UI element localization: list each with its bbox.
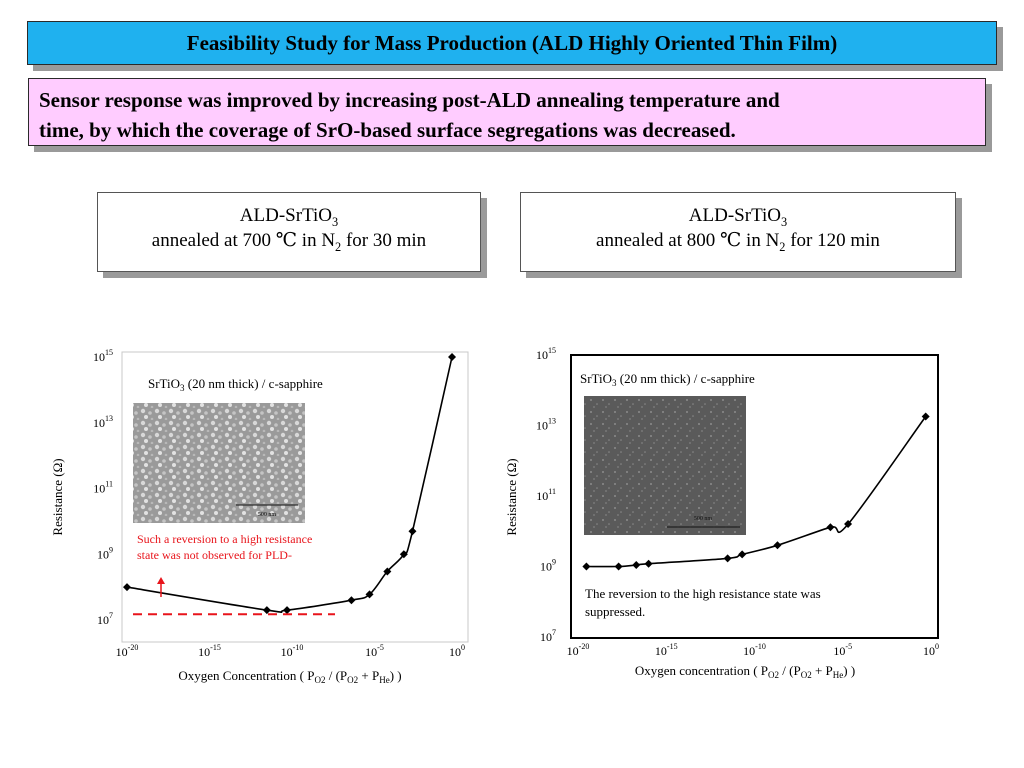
data-point: [365, 590, 374, 599]
summary-line-1: Sensor response was improved by increasi…: [39, 88, 780, 112]
y-axis-label: Resistance (Ω): [504, 458, 519, 535]
data-point: [738, 550, 747, 559]
data-point: [262, 606, 271, 615]
condition-box-800c: ALD-SrTiO3 annealed at 800 ℃ in N2 for 1…: [520, 192, 956, 272]
data-point: [283, 606, 292, 615]
reference-arrow-head: [157, 577, 165, 584]
sem-micrograph: 500 nm: [584, 396, 746, 535]
x-axis-label: Oxygen concentration ( PO2 / (PO2 + PHe)…: [635, 663, 855, 680]
x-tick-label: 10-5: [833, 642, 852, 658]
data-point: [844, 520, 853, 529]
data-point: [399, 550, 408, 559]
data-point: [921, 412, 930, 421]
x-tick-label: 10-20: [567, 642, 590, 658]
plot-frame: [121, 351, 469, 643]
x-tick-label: 10-20: [116, 643, 139, 659]
data-point: [383, 567, 392, 576]
data-point: [632, 561, 641, 570]
annotation-line-1: The reversion to the high resistance sta…: [585, 586, 821, 601]
y-tick-label: 1013: [93, 414, 113, 430]
y-tick-label: 1015: [536, 346, 556, 362]
y-tick-label: 109: [97, 545, 113, 561]
y-tick-label: 1013: [536, 417, 556, 433]
data-point: [408, 527, 417, 536]
data-point: [347, 596, 356, 605]
data-point: [723, 554, 732, 563]
condition-box-700c: ALD-SrTiO3 annealed at 700 ℃ in N2 for 3…: [97, 192, 481, 272]
series-curve: [586, 416, 927, 568]
sem-micrograph: 500 nm: [133, 403, 305, 523]
x-tick-label: 10-10: [281, 643, 304, 659]
sample-label: SrTiO3 (20 nm thick) / c-sapphire: [580, 371, 755, 388]
x-tick-label: 100: [923, 642, 939, 658]
plot-frame: [570, 354, 939, 639]
x-axis-label: Oxygen Concentration ( PO2 / (PO2 + PHe)…: [178, 668, 401, 685]
sample-label: SrTiO3 (20 nm thick) / c-sapphire: [148, 376, 323, 393]
y-tick-label: 107: [97, 611, 113, 627]
y-tick-label: 1011: [93, 480, 113, 496]
svg-text:500 nm: 500 nm: [258, 512, 277, 518]
slide-title-text: Feasibility Study for Mass Production (A…: [186, 30, 838, 55]
x-tick-label: 10-5: [365, 643, 384, 659]
data-point: [614, 562, 623, 571]
annotation-line-1: Such a reversion to a high resistance: [137, 532, 312, 546]
summary-box: Sensor response was improved by increasi…: [28, 78, 986, 146]
condition-anneal: annealed at 800 ℃ in N2 for 120 min: [596, 230, 880, 254]
y-axis-label: Resistance (Ω): [50, 458, 65, 535]
y-tick-label: 109: [540, 558, 556, 574]
condition-material: ALD-SrTiO3: [239, 205, 339, 229]
condition-material: ALD-SrTiO3: [688, 205, 788, 229]
data-point: [826, 523, 835, 532]
data-point: [448, 353, 457, 361]
x-tick-label: 10-15: [655, 642, 678, 658]
summary-line-2: time, by which the coverage of SrO-based…: [39, 118, 736, 142]
data-point: [582, 562, 591, 571]
x-tick-label: 100: [449, 643, 465, 659]
y-tick-label: 1015: [93, 348, 113, 364]
x-tick-label: 10-10: [743, 642, 766, 658]
data-point: [644, 559, 653, 568]
data-point: [773, 541, 782, 550]
slide-title: Feasibility Study for Mass Production (A…: [27, 21, 997, 65]
data-point: [123, 583, 131, 592]
svg-text:500 nm: 500 nm: [694, 516, 713, 522]
y-tick-label: 1011: [536, 487, 556, 503]
x-tick-label: 10-15: [198, 643, 221, 659]
annotation-line-2: state was not observed for PLD-: [137, 548, 292, 562]
y-tick-label: 107: [540, 628, 556, 644]
series-curve: [126, 356, 453, 614]
condition-anneal: annealed at 700 ℃ in N2 for 30 min: [151, 230, 427, 254]
annotation-line-2: suppressed.: [585, 604, 645, 619]
